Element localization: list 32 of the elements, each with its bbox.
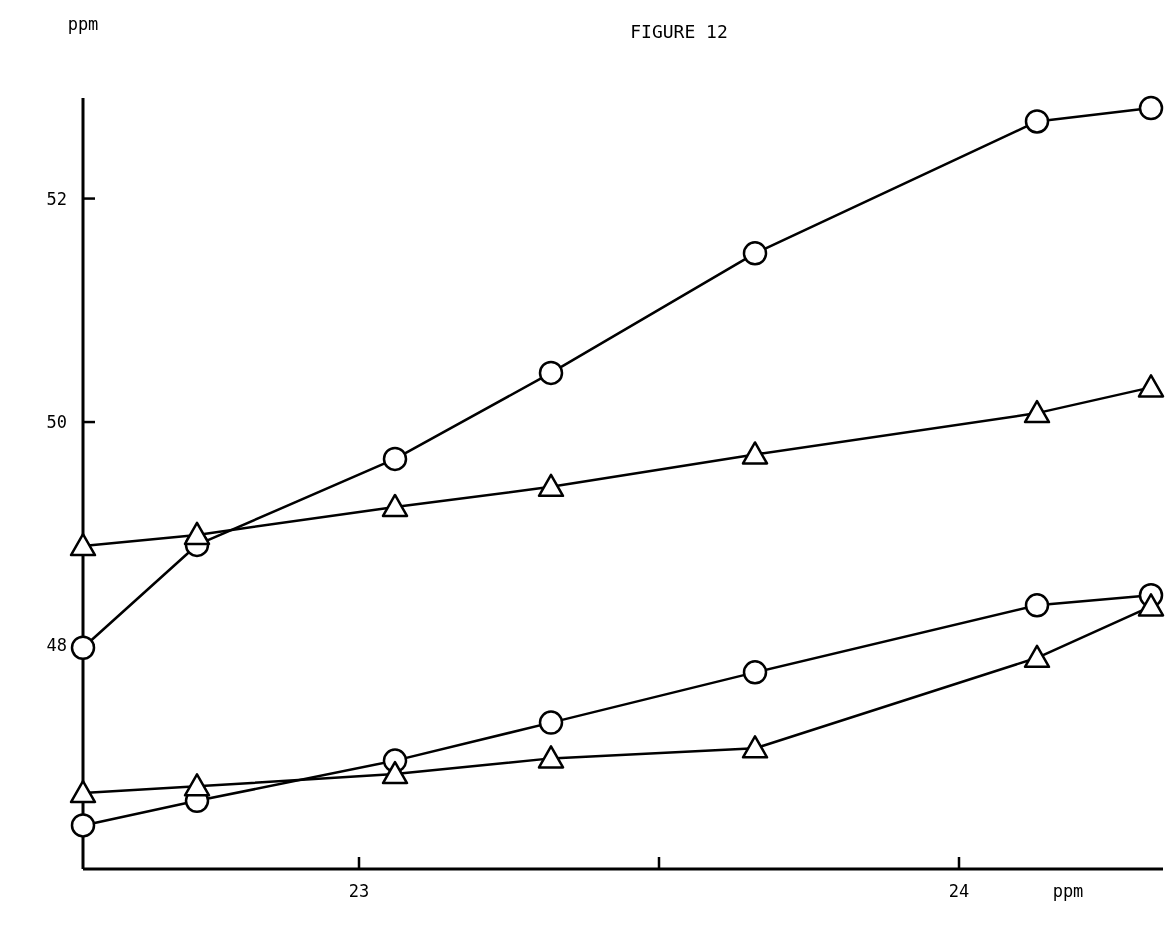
x-tick-label: 23 <box>348 881 370 901</box>
chart-title: FIGURE 12 <box>630 21 728 42</box>
point <box>381 760 409 785</box>
y-tick-label: 48 <box>46 635 67 656</box>
point <box>741 441 769 465</box>
y-tick-label: 52 <box>46 188 67 209</box>
x-axis-title: ppm <box>1052 881 1084 901</box>
point <box>1137 374 1165 398</box>
point <box>537 745 565 769</box>
point <box>538 710 564 735</box>
point <box>1137 593 1165 617</box>
point <box>537 473 565 498</box>
y-axis-title: ppm <box>67 14 99 34</box>
point <box>183 773 211 797</box>
point <box>1023 399 1051 424</box>
point <box>1024 109 1050 134</box>
y-tick-label: 50 <box>46 411 67 432</box>
point <box>381 493 409 518</box>
point <box>183 521 211 546</box>
point <box>69 779 97 804</box>
point <box>382 446 408 472</box>
point <box>70 635 96 661</box>
point <box>1138 95 1164 121</box>
x-tick-label: 24 <box>948 881 970 901</box>
point <box>1023 644 1051 669</box>
point <box>741 735 769 759</box>
point <box>69 532 97 557</box>
point <box>742 241 768 266</box>
point <box>1024 593 1050 618</box>
point <box>70 813 96 838</box>
point <box>742 660 768 685</box>
point <box>538 360 564 386</box>
